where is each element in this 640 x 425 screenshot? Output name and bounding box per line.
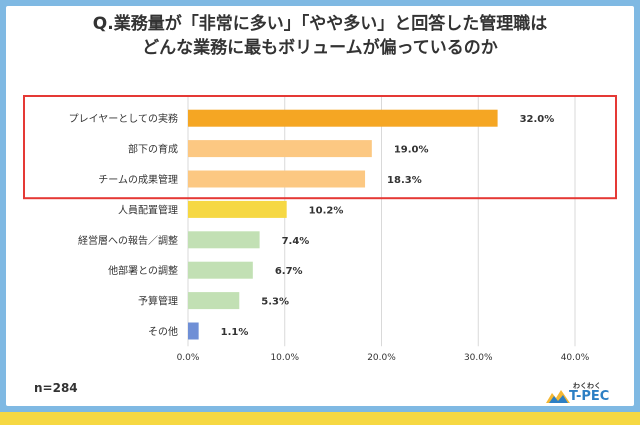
category-label: チームの成果管理: [98, 173, 178, 186]
value-label: 32.0%: [520, 114, 555, 125]
title-line-2: どんな業務に最もボリュームが偏っているのか: [142, 38, 498, 58]
bar: [188, 231, 260, 249]
logo-small-text: わくわく: [573, 382, 601, 390]
bar: [188, 322, 199, 340]
tick-label: 40.0%: [561, 353, 590, 363]
category-label: 人員配置管理: [118, 203, 178, 216]
bar: [188, 109, 498, 127]
title-line-1: Q.業務量が「非常に多い」「やや多い」と回答した管理職は: [92, 14, 548, 34]
chart-card: [6, 6, 634, 406]
category-label: プレイヤーとしての実務: [69, 112, 178, 125]
bar: [188, 170, 366, 188]
value-label: 7.4%: [282, 236, 310, 247]
value-label: 10.2%: [309, 205, 344, 216]
bar: [188, 140, 372, 158]
tick-label: 30.0%: [464, 353, 493, 363]
category-label: その他: [148, 325, 178, 338]
footer-strip: [0, 412, 640, 425]
category-label: 他部署との調整: [108, 264, 178, 277]
value-label: 6.7%: [275, 266, 303, 277]
sample-size: n=284: [34, 381, 78, 395]
logo-main-text: T-PEC: [569, 389, 610, 404]
tpec-logo: わくわく T-PEC: [545, 381, 615, 407]
bar: [188, 292, 240, 310]
value-label: 5.3%: [261, 297, 289, 308]
logo-mountain-icon: [546, 390, 570, 403]
bar: [188, 261, 253, 279]
value-label: 18.3%: [387, 175, 422, 186]
tick-label: 10.0%: [270, 353, 299, 363]
value-label: 19.0%: [394, 145, 429, 156]
value-label: 1.1%: [221, 327, 249, 338]
category-label: 部下の育成: [128, 143, 178, 156]
highlight-box: [23, 95, 617, 200]
bar: [188, 200, 287, 218]
category-label: 経営層への報告／調整: [78, 234, 178, 247]
tick-label: 20.0%: [367, 353, 396, 363]
chart-title: Q.業務量が「非常に多い」「やや多い」と回答した管理職は どんな業務に最もボリュ…: [0, 12, 640, 60]
category-label: 予算管理: [138, 295, 178, 308]
tick-label: 0.0%: [177, 353, 200, 363]
